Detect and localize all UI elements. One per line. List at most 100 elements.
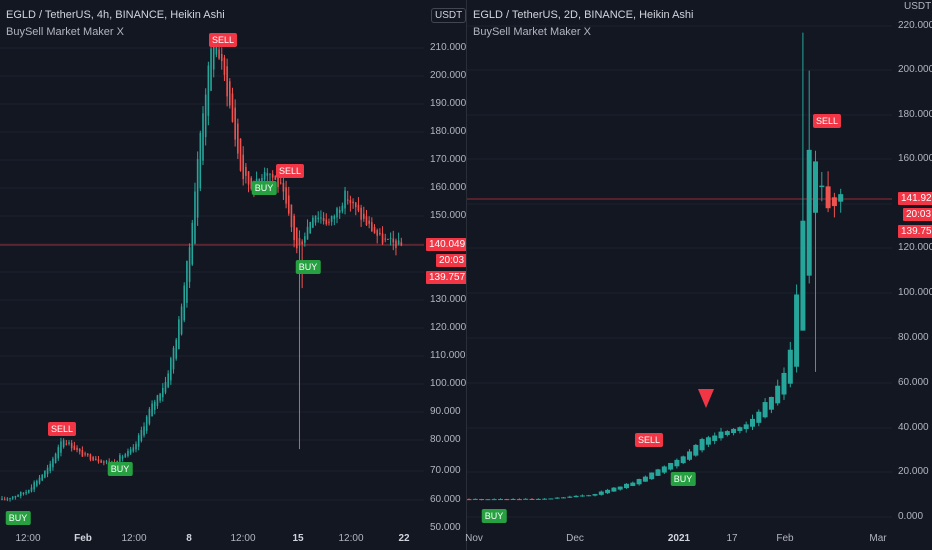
candle-body	[194, 191, 196, 244]
candle-body	[384, 238, 387, 240]
pane-divider[interactable]	[466, 0, 467, 550]
time-tick-label: 17	[726, 533, 738, 544]
candle-body	[737, 427, 743, 431]
candle-body	[687, 451, 692, 460]
price-tick-label: 210.000	[430, 42, 467, 53]
candle-body	[838, 194, 844, 202]
price-tick-label: 190.000	[430, 98, 467, 109]
candle-body	[78, 448, 81, 452]
candle-body	[529, 498, 535, 500]
time-tick-label: 8	[186, 533, 192, 544]
candle-body	[285, 187, 287, 204]
candle-body	[592, 494, 598, 496]
candle-body	[143, 426, 145, 436]
price-tick-label: 200.000	[430, 70, 467, 81]
candle-body	[680, 456, 686, 464]
buy-signal-label: BUY	[670, 472, 696, 486]
right-chart-canvas[interactable]	[467, 0, 932, 550]
candle-body	[223, 57, 226, 75]
down-arrow-icon	[698, 389, 714, 408]
candle-body	[472, 498, 478, 500]
candle-body	[379, 232, 381, 235]
left-indicator-label[interactable]: BuySell Market Maker X	[6, 26, 124, 38]
candle-body	[269, 173, 271, 175]
candle-body	[693, 444, 699, 456]
candle-body	[554, 497, 560, 499]
candle-body	[491, 499, 497, 501]
candle-body	[762, 402, 768, 418]
candle-body	[3, 499, 6, 501]
candle-body	[831, 197, 837, 207]
left-chart-title: EGLD / TetherUS, 4h, BINANCE, Heikin Ash…	[6, 9, 225, 21]
price-tick-label: 120.000	[430, 322, 467, 333]
left-chart-pane[interactable]: EGLD / TetherUS, 4h, BINANCE, Heikin Ash…	[0, 0, 469, 550]
candle-body	[341, 205, 344, 212]
left-reference-price-tag: 139.757	[426, 271, 469, 284]
candle-body	[135, 443, 137, 450]
sell-signal-label: SELL	[47, 422, 77, 436]
price-tick-label: 80.000	[898, 332, 929, 343]
candle-body	[153, 401, 156, 410]
candle-body	[65, 443, 68, 445]
buy-signal-label: BUY	[481, 509, 507, 523]
candle-body	[504, 499, 510, 501]
candle-body	[54, 453, 57, 463]
time-tick-label: Nov	[465, 533, 483, 544]
candle-body	[349, 200, 352, 204]
price-tick-label: 70.000	[430, 465, 461, 476]
candle-body	[242, 154, 244, 180]
candle-body	[312, 217, 314, 228]
candle-body	[271, 174, 274, 178]
candle-body	[180, 306, 183, 335]
candle-body	[250, 177, 253, 189]
candle-body	[95, 458, 97, 461]
candle-body	[231, 93, 234, 122]
left-unit-badge[interactable]: USDT	[431, 8, 467, 23]
candle-body	[28, 490, 30, 493]
candle-body	[346, 199, 349, 201]
left-chart-canvas[interactable]	[0, 0, 466, 550]
candle-body	[44, 470, 46, 478]
candle-body	[159, 393, 161, 401]
candle-body	[215, 44, 218, 55]
buy-signal-label: BUY	[107, 462, 133, 476]
candle-body	[210, 48, 212, 91]
candle-body	[317, 217, 320, 220]
right-chart-pane[interactable]: EGLD / TetherUS, 2D, BINANCE, Heikin Ash…	[465, 0, 932, 550]
candle-body	[186, 260, 188, 303]
candle-body	[41, 474, 43, 481]
price-tick-label: 100.000	[898, 287, 932, 298]
candle-body	[33, 482, 35, 490]
candle-body	[661, 466, 667, 473]
candle-body	[373, 226, 376, 234]
candle-body	[162, 388, 164, 398]
candle-body	[73, 445, 76, 450]
candle-body	[363, 213, 365, 219]
candle-body	[523, 498, 529, 500]
candle-body	[151, 403, 153, 417]
time-tick-label: 12:00	[230, 533, 256, 544]
price-tick-label: 100.000	[430, 378, 467, 389]
candle-body	[674, 459, 680, 467]
candle-body	[320, 217, 322, 219]
right-indicator-label[interactable]: BuySell Market Maker X	[473, 26, 591, 38]
candle-body	[57, 447, 60, 459]
candle-body	[699, 439, 705, 451]
candle-body	[229, 81, 231, 106]
candle-body	[655, 469, 661, 476]
candle-body	[296, 227, 298, 249]
candle-body	[36, 480, 38, 486]
candle-body	[11, 496, 14, 499]
candle-body	[309, 222, 311, 234]
candle-body	[6, 498, 9, 500]
candle-body	[121, 456, 124, 459]
candle-body	[148, 409, 151, 424]
candle-body	[124, 454, 127, 458]
candle-body	[567, 496, 573, 498]
candle-body	[167, 373, 169, 388]
buy-signal-label: BUY	[295, 260, 321, 274]
candle-body	[196, 159, 199, 218]
time-tick-label: 12:00	[338, 533, 364, 544]
price-tick-label: 180.000	[430, 126, 467, 137]
price-tick-label: 50.000	[430, 522, 461, 533]
